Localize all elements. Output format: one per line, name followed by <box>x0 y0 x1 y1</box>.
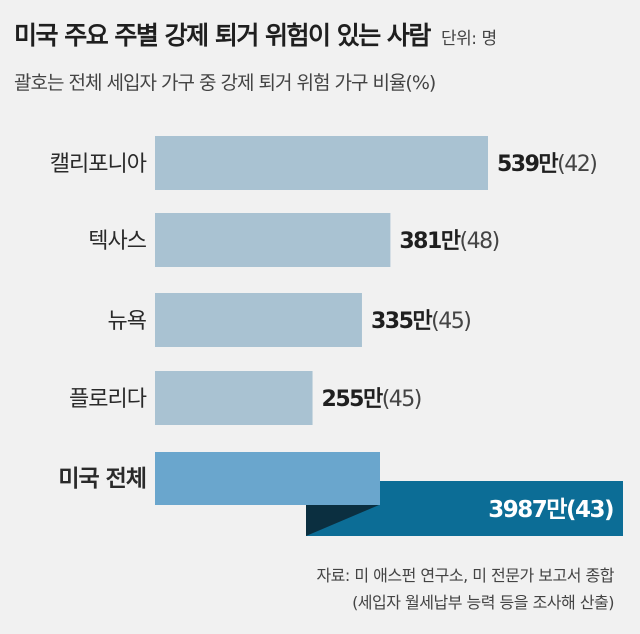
source-line-1: 자료: 미 애스펀 연구소, 미 전문가 보고서 종합 <box>316 566 614 585</box>
source-line-2: (세입자 월세납부 능력 등을 조사해 산출) <box>352 593 614 612</box>
value-label-텍사스: 381만(48) <box>399 229 498 254</box>
bar-뉴욕 <box>155 293 362 347</box>
source-note: 자료: 미 애스펀 연구소, 미 전문가 보고서 종합 (세입자 월세납부 능력… <box>316 562 614 616</box>
value-label-미국-전체: 3987만(43) <box>488 497 613 523</box>
category-label-플로리다: 플로리다 <box>69 387 147 412</box>
chart-title: 미국 주요 주별 강제 퇴거 위험이 있는 사람 <box>14 21 431 50</box>
bar-플로리다 <box>155 371 313 425</box>
title-row: 미국 주요 주별 강제 퇴거 위험이 있는 사람 단위: 명 <box>14 16 497 52</box>
value-label-캘리포니아: 539만(42) <box>497 152 596 177</box>
bar-텍사스 <box>155 213 391 267</box>
bar-total-fold <box>306 505 379 536</box>
category-label-캘리포니아: 캘리포니아 <box>50 152 147 177</box>
category-label-뉴욕: 뉴욕 <box>108 309 147 334</box>
bar-미국-전체 <box>155 452 380 505</box>
unit-label: 단위: 명 <box>441 29 497 49</box>
chart-subtitle: 괄호는 전체 세입자 가구 중 강제 퇴거 위험 가구 비율(%) <box>14 72 436 94</box>
value-label-플로리다: 255만(45) <box>322 387 421 412</box>
category-label-미국-전체: 미국 전체 <box>58 466 146 492</box>
bar-캘리포니아 <box>155 136 488 190</box>
category-label-텍사스: 텍사스 <box>88 229 146 254</box>
value-label-뉴욕: 335만(45) <box>371 309 470 334</box>
